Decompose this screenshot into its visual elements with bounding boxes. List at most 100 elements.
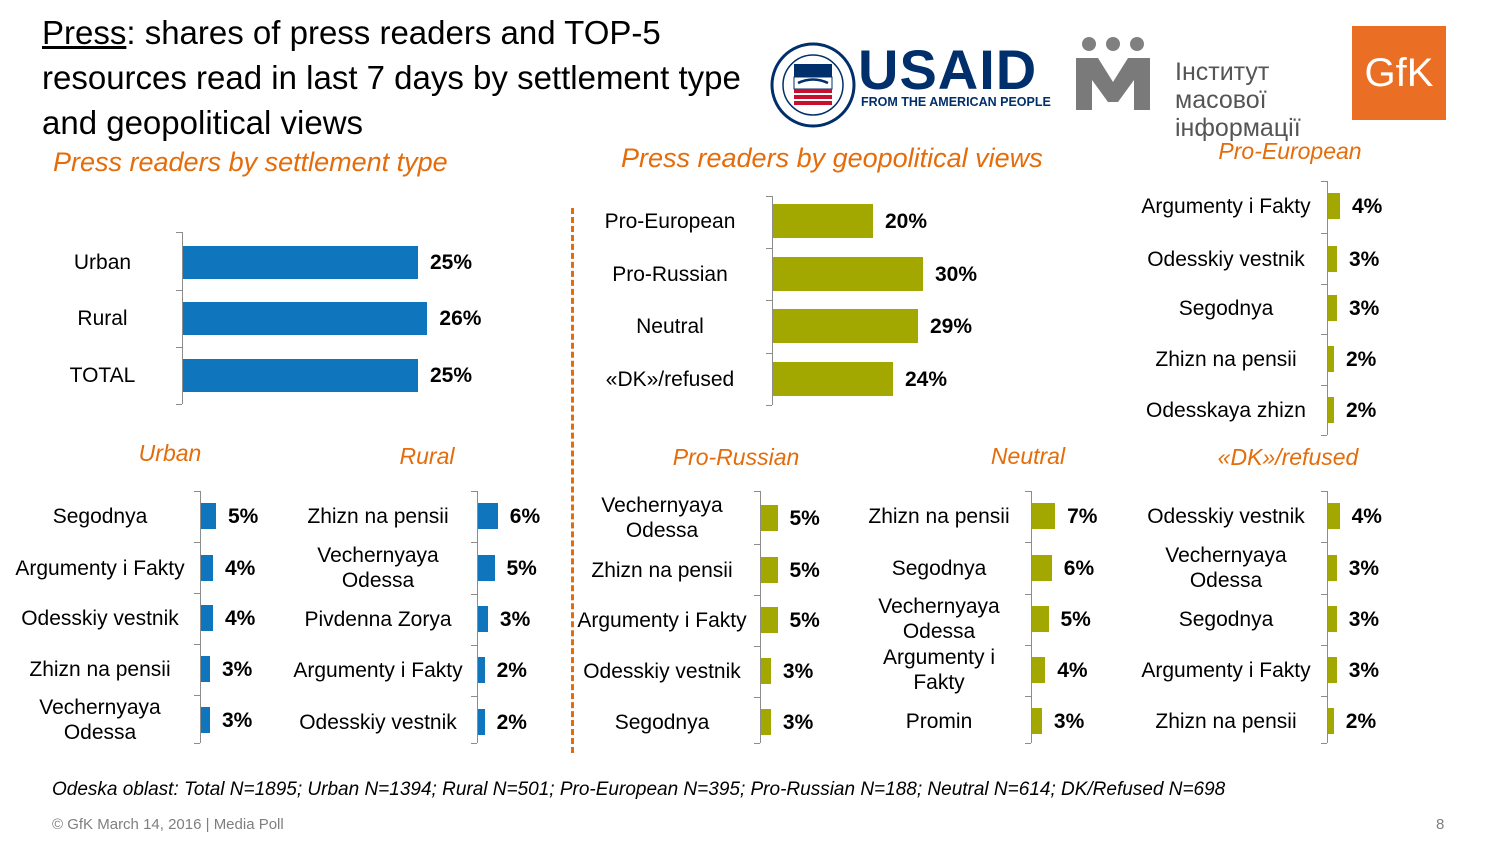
neutral-value-label: 7%	[1067, 505, 1098, 528]
settlement-category-label: Urban	[73, 250, 132, 274]
geopolitical-value-label: 29%	[930, 315, 973, 338]
urban-axis-tick	[194, 491, 200, 492]
urban-bar	[201, 555, 213, 581]
rural-axis-tick	[471, 743, 477, 744]
pro-european-axis-tick	[1321, 384, 1327, 386]
pro-european-bar	[1328, 193, 1340, 219]
dk-refused-axis-tick	[1321, 695, 1327, 697]
neutral-category-label: Vechernyaya Odessa	[878, 595, 1000, 643]
geopolitical-category-label: «DK»/refused	[605, 367, 735, 391]
pro-russian-value-label: 3%	[782, 711, 814, 734]
geopolitical-category-label: Neutral	[636, 314, 704, 338]
pro-russian-bar	[761, 709, 771, 735]
page-number: 8	[1436, 816, 1445, 833]
dk-refused-axis-tick	[1321, 542, 1327, 543]
pro-european-value-label: 3%	[1349, 248, 1380, 271]
neutral-bar	[1032, 708, 1042, 734]
pro-russian-category-label: Segodnya	[614, 710, 710, 734]
pro-european-category-label: Odesskiy vestnik	[1147, 247, 1305, 271]
usaid-seal-logo	[770, 42, 856, 128]
dk-refused-bar	[1328, 606, 1337, 632]
pro-european-value-label: 3%	[1349, 297, 1380, 320]
neutral-value-label: 6%	[1063, 557, 1095, 580]
subtitle-pro-russian: Pro-Russian	[672, 444, 800, 470]
rural-value-label: 2%	[496, 711, 527, 734]
dk-refused-bar	[1328, 555, 1337, 581]
pro-russian-bar	[761, 505, 778, 531]
footer-copyright: © GfK March 14, 2016 | Media Poll	[52, 816, 284, 833]
geopolitical-axis-tick	[766, 247, 772, 249]
pro-russian-category-label: Odesskiy vestnik	[583, 659, 741, 683]
dk-refused-category-label: Vechernyaya Odessa	[1165, 544, 1287, 592]
geopolitical-axis-tick	[766, 352, 772, 354]
title-press: Press	[42, 14, 127, 51]
neutral-axis-tick	[1025, 491, 1031, 492]
pro-european-bar	[1328, 246, 1337, 272]
slide-title: Press: shares of press readers and TOP-5…	[42, 10, 762, 145]
pro-european-category-label: Segodnya	[1178, 296, 1274, 320]
pro-european-axis-tick	[1321, 181, 1327, 182]
settlement-axis-tick	[176, 232, 182, 233]
rural-axis-tick	[471, 696, 477, 697]
pro-russian-axis-tick	[754, 595, 760, 596]
pro-european-value-label: 2%	[1346, 399, 1377, 422]
rural-value-label: 6%	[509, 505, 541, 528]
pro-russian-value-label: 5%	[789, 507, 820, 530]
settlement-axis-tick	[176, 290, 182, 291]
dk-refused-category-label: Argumenty i Fakty	[1141, 658, 1311, 682]
neutral-bar	[1032, 503, 1056, 529]
dk-refused-category-label: Segodnya	[1178, 607, 1274, 631]
section-settlement-title: Press readers by settlement type	[53, 147, 448, 177]
pro-russian-axis-tick	[754, 491, 760, 492]
pro-russian-bar	[761, 607, 778, 633]
neutral-axis	[1031, 491, 1032, 743]
urban-axis-tick	[194, 743, 200, 744]
pro-russian-bar	[761, 557, 778, 583]
urban-value-label: 4%	[225, 557, 256, 580]
dk-refused-value-label: 4%	[1351, 505, 1382, 528]
pro-russian-value-label: 5%	[789, 559, 820, 582]
dk-refused-axis-tick	[1321, 644, 1327, 646]
pro-russian-category-label: Zhizn na pensii	[591, 558, 733, 582]
pro-european-axis-tick	[1321, 232, 1327, 234]
dk-refused-bar	[1328, 708, 1334, 734]
urban-category-label: Odesskiy vestnik	[21, 606, 179, 630]
neutral-category-label: Argumenty i Fakty	[882, 646, 996, 694]
dk-refused-category-label: Zhizn na pensii	[1155, 709, 1297, 733]
urban-axis-tick	[194, 593, 200, 594]
geopolitical-value-label: 24%	[905, 368, 948, 391]
neutral-category-label: Promin	[905, 709, 973, 733]
imi-logo	[1076, 37, 1150, 110]
pro-russian-axis-tick	[754, 645, 760, 647]
geopolitical-axis-tick	[766, 405, 772, 406]
neutral-bar	[1032, 657, 1046, 683]
pro-russian-axis	[760, 491, 761, 743]
geopolitical-bar	[773, 309, 918, 343]
title-rest: : shares of press readers and TOP-5 reso…	[42, 14, 741, 141]
rural-axis-tick	[471, 644, 477, 646]
pro-russian-category-label: Vechernyaya Odessa	[601, 494, 723, 542]
geopolitical-value-label: 20%	[885, 210, 928, 233]
urban-bar	[201, 656, 210, 682]
neutral-value-label: 5%	[1060, 608, 1091, 631]
neutral-bar	[1032, 606, 1049, 632]
imi-text: Інститут масової інформації	[1175, 58, 1301, 142]
dk-refused-bar	[1328, 657, 1337, 683]
gfk-logo: GfK	[1352, 26, 1446, 120]
pro-russian-bar	[761, 658, 771, 684]
rural-category-label: Zhizn na pensii	[307, 504, 449, 528]
settlement-value-label: 25%	[430, 251, 473, 274]
subtitle-neutral: Neutral	[990, 443, 1066, 469]
rural-category-label: Vechernyaya Odessa	[317, 544, 439, 592]
urban-value-label: 5%	[228, 505, 259, 528]
geopolitical-bar	[773, 362, 893, 396]
pro-european-axis	[1327, 181, 1328, 435]
dk-refused-value-label: 3%	[1348, 608, 1380, 631]
settlement-category-label: TOTAL	[69, 363, 136, 387]
urban-axis-tick	[194, 694, 200, 696]
neutral-axis-tick	[1025, 593, 1031, 595]
pro-european-bar	[1328, 397, 1334, 423]
subtitle-pro-european: Pro-European	[1218, 138, 1362, 164]
urban-category-label: Segodnya	[52, 504, 148, 528]
pro-european-axis-tick	[1321, 435, 1327, 436]
